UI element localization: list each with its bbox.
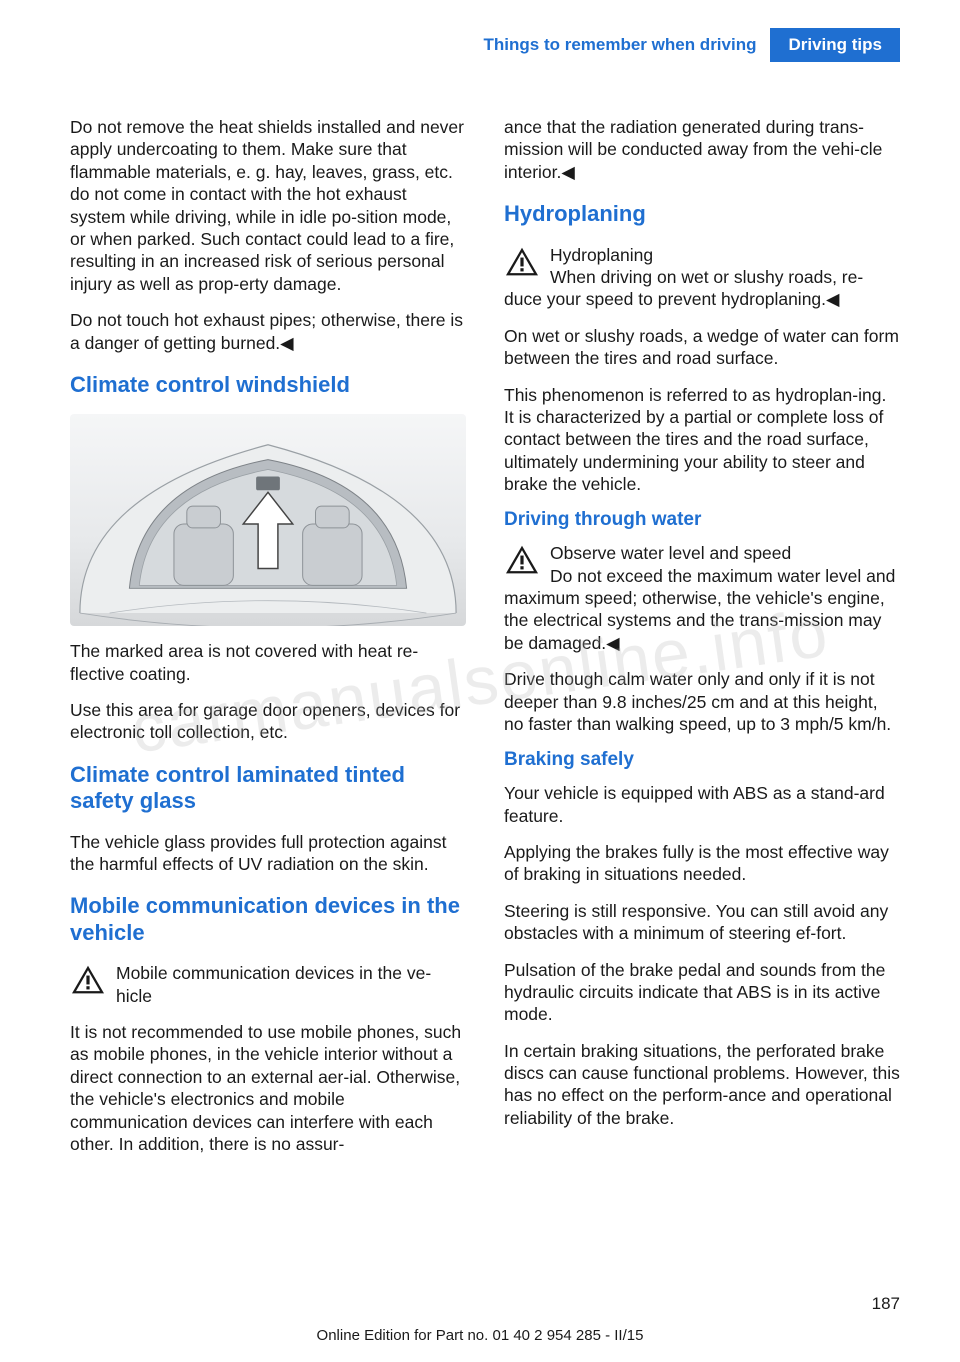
body-paragraph: Your vehicle is equipped with ABS as a s… (504, 782, 900, 827)
warning-title: Hydroplaning (550, 245, 653, 265)
windshield-figure (70, 414, 466, 626)
body-paragraph: The marked area is not covered with heat… (70, 640, 466, 685)
page-header: Things to remember when driving Driving … (70, 28, 900, 62)
body-paragraph: Do not remove the heat shields installed… (70, 116, 466, 295)
heading-driving-water: Driving through water (504, 509, 900, 532)
body-paragraph: Use this area for garage door openers, d… (70, 699, 466, 744)
heading-climate-windshield: Climate control windshield (70, 372, 466, 398)
warning-mobile: Mobile communication devices in the ve‐h… (70, 962, 466, 1007)
page-container: Things to remember when driving Driving … (0, 0, 960, 1362)
body-paragraph: Applying the brakes fully is the most ef… (504, 841, 900, 886)
warning-title: Mobile communication devices in the ve‐h… (70, 962, 466, 1007)
warning-icon (70, 964, 106, 996)
body-paragraph: Steering is still responsive. You can st… (504, 900, 900, 945)
warning-icon (504, 544, 540, 576)
warning-body: When driving on wet or slushy roads, re‐… (504, 267, 863, 309)
heading-hydroplaning: Hydroplaning (504, 201, 900, 227)
body-paragraph: On wet or slushy roads, a wedge of water… (504, 325, 900, 370)
body-paragraph: It is not recommended to use mobile phon… (70, 1021, 466, 1155)
body-paragraph: Drive though calm water only and only if… (504, 668, 900, 735)
footer-text: Online Edition for Part no. 01 40 2 954 … (0, 1327, 960, 1344)
left-column: Do not remove the heat shields installed… (70, 116, 466, 1169)
heading-braking-safely: Braking safely (504, 749, 900, 772)
windshield-illustration (70, 414, 466, 626)
heading-mobile-devices: Mobile communication devices in the vehi… (70, 893, 466, 946)
warning-hydroplaning: Hydroplaning When driving on wet or slus… (504, 244, 900, 311)
heading-laminated-glass: Climate control laminated tinted safety … (70, 762, 466, 815)
right-column: ance that the radiation generated during… (504, 116, 900, 1169)
header-chapter: Driving tips (770, 28, 900, 62)
body-paragraph: The vehicle glass provides full protecti… (70, 831, 466, 876)
content-columns: Do not remove the heat shields installed… (70, 116, 900, 1169)
body-paragraph: Pulsation of the brake pedal and sounds … (504, 959, 900, 1026)
warning-body: Do not exceed the maximum water level an… (504, 566, 895, 653)
body-paragraph: This phenomenon is referred to as hydrop… (504, 384, 900, 496)
warning-water: Observe water level and speed Do not exc… (504, 542, 900, 654)
page-number: 187 (872, 1294, 900, 1314)
warning-icon (504, 246, 540, 278)
body-paragraph: Do not touch hot exhaust pipes; otherwis… (70, 309, 466, 354)
warning-title: Observe water level and speed (550, 543, 791, 563)
body-paragraph: In certain braking situations, the perfo… (504, 1040, 900, 1130)
header-section: Things to remember when driving (484, 28, 771, 62)
body-paragraph: ance that the radiation generated during… (504, 116, 900, 183)
